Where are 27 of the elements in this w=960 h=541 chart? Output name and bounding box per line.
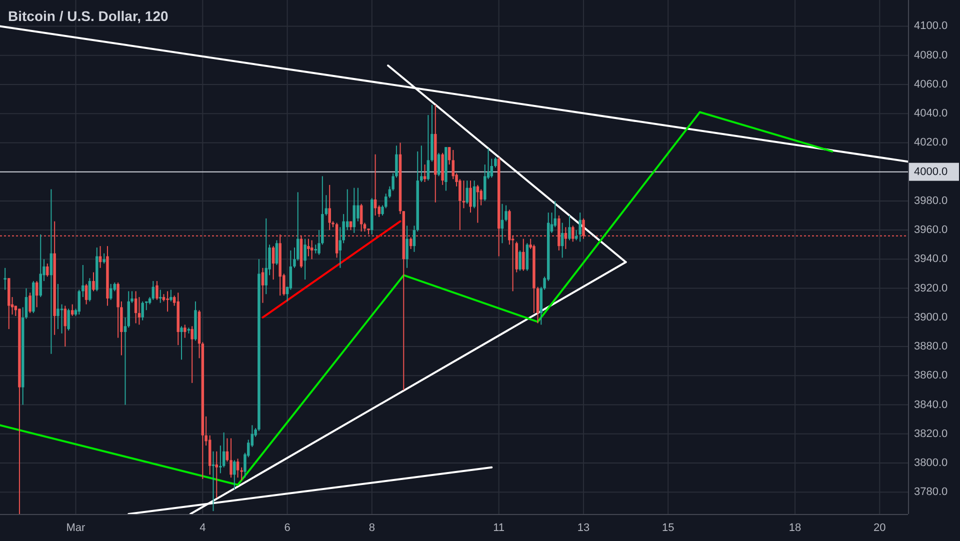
x-tick-label: 8	[368, 522, 375, 534]
x-tick-label: 18	[788, 522, 802, 534]
y-tick-label: 3960.0	[914, 224, 948, 236]
y-tick-label: 3880.0	[914, 340, 948, 353]
x-tick-label: Mar	[66, 522, 86, 534]
y-tick-label: 3780.0	[914, 486, 948, 498]
x-tick-label: 13	[577, 522, 590, 534]
y-tick-label: 4060.0	[914, 78, 948, 90]
y-tick-label: 3980.0	[914, 194, 948, 207]
y-tick-label: 4100.0	[914, 20, 948, 32]
ref-line-label: 4000.0	[914, 166, 948, 178]
y-tick-label: 4040.0	[914, 108, 948, 120]
y-tick-label: 4080.0	[914, 49, 948, 62]
y-tick-label: 3920.0	[914, 282, 948, 294]
y-tick-label: 3940.0	[914, 253, 948, 266]
x-tick-label: 11	[493, 522, 505, 534]
y-tick-label: 3820.0	[914, 428, 948, 440]
x-tick-label: 6	[284, 522, 290, 534]
y-tick-label: 3840.0	[914, 398, 948, 411]
y-tick-label: 4020.0	[914, 136, 948, 149]
text: Bitcoin / U.S. Dollar, 120	[8, 8, 168, 24]
x-tick-label: 20	[874, 522, 886, 534]
x-tick-label: 4	[200, 522, 206, 534]
y-tick-label: 3860.0	[914, 370, 948, 382]
y-tick-label: 3800.0	[914, 457, 948, 470]
y-tick-label: 3900.0	[914, 311, 948, 324]
x-tick-label: 15	[662, 522, 674, 534]
